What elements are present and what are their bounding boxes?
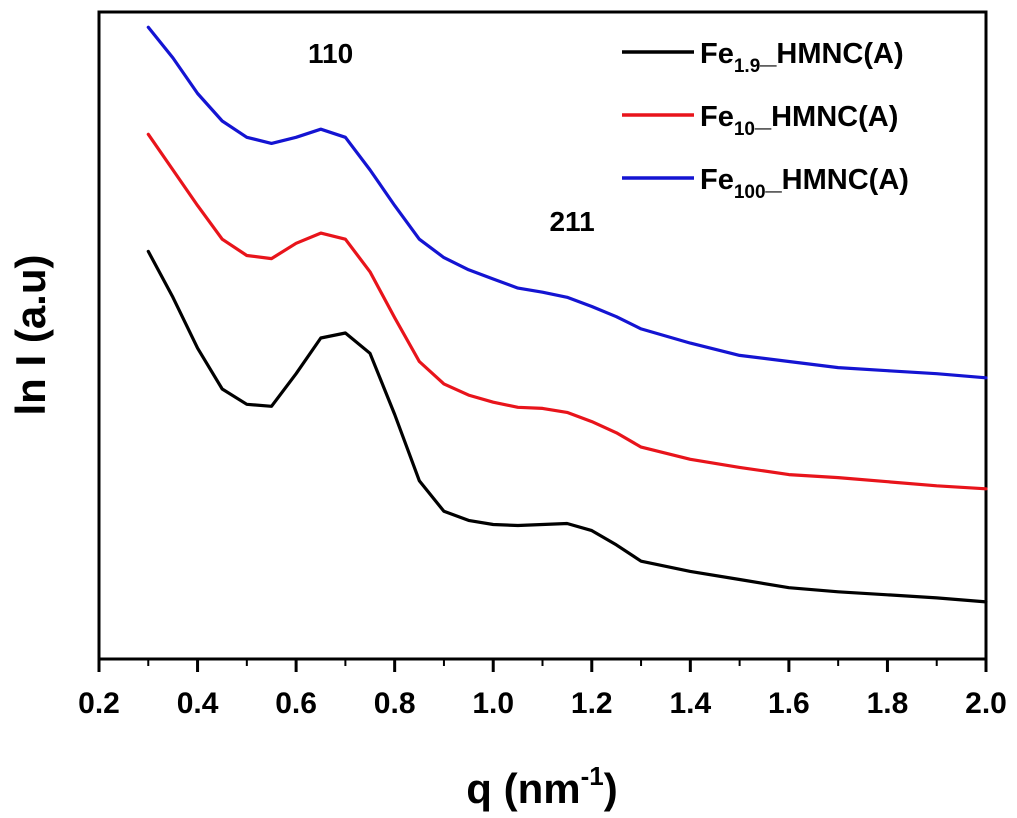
- legend-label: Fe10_HMNC(A): [700, 101, 898, 140]
- x-tick-label: 0.2: [78, 687, 120, 720]
- x-axis-tick-labels: 0.2 0.4 0.6 0.8 1.0 1.2 1.4 1.6 1.8 2.0: [78, 687, 1007, 720]
- series-group: [146, 25, 988, 604]
- x-axis-ticks: [97, 659, 988, 672]
- x-tick-label: 1.6: [768, 687, 810, 720]
- legend-label: Fe1.9_HMNC(A): [700, 38, 904, 77]
- x-tick-label: 1.2: [571, 687, 613, 720]
- legend-label: Fe100_HMNC(A): [700, 164, 909, 203]
- peak-label: 211: [549, 206, 594, 237]
- x-axis-title-close: ): [604, 765, 618, 812]
- series-line-3: [146, 25, 988, 380]
- x-tick-label: 0.4: [177, 687, 219, 720]
- x-axis-title: q (nm-1): [466, 761, 617, 812]
- x-tick-label: 1.8: [867, 687, 909, 720]
- series-line-2: [146, 132, 988, 491]
- legend: Fe1.9_HMNC(A) Fe10_HMNC(A) Fe100_HMNC(A): [622, 38, 909, 203]
- x-tick-label: 0.6: [275, 687, 317, 720]
- x-tick-label: 0.8: [374, 687, 416, 720]
- x-tick-label: 1.0: [472, 687, 514, 720]
- x-axis-title-sup: -1: [581, 761, 604, 791]
- x-tick-label: 1.4: [669, 687, 711, 720]
- x-tick-label: 2.0: [965, 687, 1007, 720]
- peak-label: 110: [308, 38, 353, 69]
- peak-annotations: 110 211: [308, 38, 595, 237]
- x-axis-title-main: q (nm: [466, 765, 580, 812]
- y-axis-title: ln I (a.u): [7, 255, 54, 416]
- series-line-1: [146, 249, 988, 604]
